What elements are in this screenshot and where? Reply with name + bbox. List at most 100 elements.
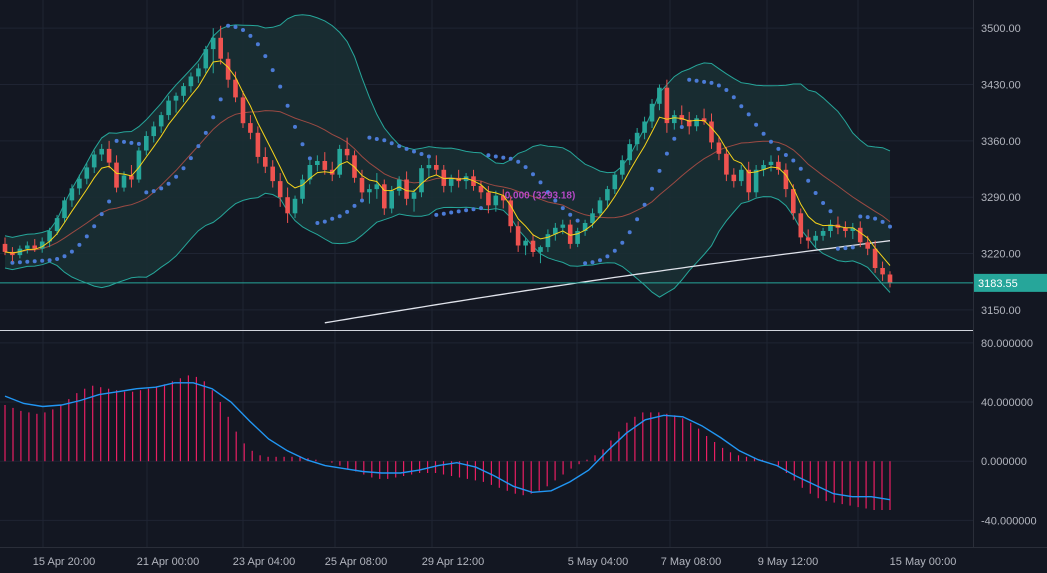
candle[interactable] (25, 241, 30, 254)
candle[interactable] (158, 111, 164, 133)
candle[interactable] (567, 219, 573, 249)
candle[interactable] (270, 160, 275, 188)
candle[interactable] (672, 110, 677, 130)
candle[interactable] (448, 174, 454, 193)
candle[interactable] (69, 184, 75, 207)
candle[interactable] (307, 160, 313, 185)
candle[interactable] (136, 147, 142, 183)
candle[interactable] (761, 160, 766, 177)
candle[interactable] (664, 79, 670, 133)
candle[interactable] (106, 140, 112, 169)
candle[interactable] (263, 147, 268, 174)
candle[interactable] (828, 219, 833, 238)
candle[interactable] (77, 174, 82, 195)
candle[interactable] (99, 144, 104, 161)
candle[interactable] (746, 161, 751, 201)
candle[interactable] (820, 227, 826, 241)
candle[interactable] (553, 222, 558, 241)
candle[interactable] (144, 131, 149, 156)
candle[interactable] (478, 181, 484, 199)
candle[interactable] (151, 121, 156, 143)
candle[interactable] (300, 174, 305, 204)
candle[interactable] (716, 136, 722, 161)
candle[interactable] (404, 171, 409, 206)
candle[interactable] (530, 234, 536, 257)
candle[interactable] (39, 237, 45, 253)
candle[interactable] (865, 235, 870, 256)
candle[interactable] (62, 197, 67, 223)
candle[interactable] (218, 25, 223, 65)
candle[interactable] (359, 169, 365, 199)
candle[interactable] (709, 113, 714, 149)
candle[interactable] (374, 173, 380, 199)
candle[interactable] (701, 108, 707, 125)
candle[interactable] (501, 189, 506, 209)
candle[interactable] (642, 116, 647, 140)
candle[interactable] (798, 208, 804, 244)
candle[interactable] (768, 155, 774, 172)
candle[interactable] (426, 158, 432, 178)
candle[interactable] (634, 127, 640, 151)
candle[interactable] (612, 171, 618, 194)
candle[interactable] (344, 137, 350, 161)
candle[interactable] (84, 163, 90, 185)
candle[interactable] (538, 245, 543, 264)
candle[interactable] (322, 152, 328, 175)
candle[interactable] (411, 189, 417, 212)
candle[interactable] (47, 227, 52, 248)
candle[interactable] (523, 237, 528, 256)
candle[interactable] (724, 147, 729, 182)
candle[interactable] (240, 90, 246, 128)
candle[interactable] (813, 231, 818, 248)
candle[interactable] (880, 261, 885, 281)
candle[interactable] (121, 171, 127, 192)
candle[interactable] (731, 168, 737, 188)
candle[interactable] (225, 52, 231, 88)
candle[interactable] (805, 229, 811, 249)
candle[interactable] (277, 173, 283, 207)
candle[interactable] (434, 155, 439, 175)
candle[interactable] (776, 155, 781, 175)
candle[interactable] (188, 72, 194, 93)
candle[interactable] (783, 163, 789, 198)
candle[interactable] (255, 126, 261, 164)
candle[interactable] (686, 111, 692, 135)
candle[interactable] (181, 82, 186, 103)
candle[interactable] (694, 115, 699, 132)
candle[interactable] (382, 179, 387, 215)
candle[interactable] (620, 155, 625, 180)
candle[interactable] (419, 165, 424, 198)
candle[interactable] (285, 187, 290, 223)
candle[interactable] (597, 197, 603, 219)
candle[interactable] (367, 184, 372, 204)
candle[interactable] (248, 115, 253, 140)
candle[interactable] (753, 165, 759, 198)
candle[interactable] (203, 45, 209, 74)
candle[interactable] (679, 105, 685, 125)
candle[interactable] (493, 190, 499, 212)
candle[interactable] (657, 84, 662, 111)
candle[interactable] (649, 99, 655, 128)
candle[interactable] (857, 221, 863, 248)
candle[interactable] (486, 185, 491, 214)
candle[interactable] (887, 271, 893, 288)
candle[interactable] (315, 155, 320, 172)
candle[interactable] (515, 221, 521, 252)
candle[interactable] (292, 195, 298, 219)
candle[interactable] (850, 222, 856, 240)
candle[interactable] (575, 227, 580, 248)
candle[interactable] (872, 240, 878, 273)
candle[interactable] (54, 214, 60, 236)
candle[interactable] (337, 144, 342, 178)
candle[interactable] (173, 92, 179, 113)
candle[interactable] (843, 221, 848, 238)
candle[interactable] (545, 229, 551, 252)
candle[interactable] (91, 150, 97, 174)
candle[interactable] (605, 185, 610, 207)
candle[interactable] (739, 165, 744, 186)
candle[interactable] (582, 219, 588, 236)
candle[interactable] (166, 95, 171, 120)
candle[interactable] (791, 184, 796, 220)
candle[interactable] (396, 176, 402, 196)
